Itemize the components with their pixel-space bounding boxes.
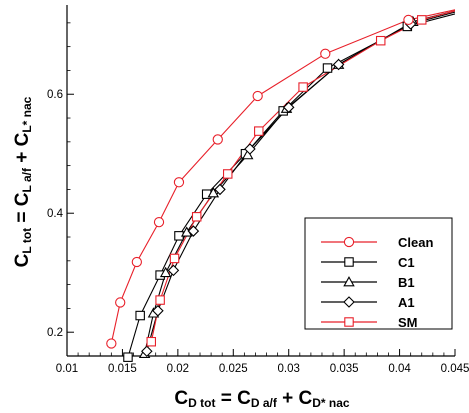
legend-label-clean: Clean bbox=[398, 235, 433, 250]
data-point-sm bbox=[375, 35, 386, 46]
data-point-sm bbox=[298, 82, 308, 92]
legend: Clean C1 B1 A1 SM bbox=[304, 217, 453, 330]
data-point-a1 bbox=[141, 345, 153, 358]
legend-label-sm: SM bbox=[398, 315, 418, 330]
legend-marker-b1 bbox=[343, 276, 355, 287]
legend-marker-sm bbox=[344, 317, 354, 327]
data-point-clean bbox=[320, 48, 331, 59]
data-point-a1 bbox=[332, 58, 345, 71]
legend-box bbox=[304, 217, 453, 330]
data-point-c1 bbox=[135, 310, 145, 321]
y-tick-label: 0.2 bbox=[47, 327, 63, 339]
x-tick-label: 0.035 bbox=[330, 363, 359, 375]
data-point-clean bbox=[131, 256, 142, 268]
y-tick-label: 0.6 bbox=[47, 89, 63, 101]
data-point-clean bbox=[106, 338, 117, 349]
data-point-a1 bbox=[152, 305, 164, 317]
data-point-sm bbox=[146, 336, 157, 347]
data-point-c1 bbox=[322, 63, 333, 73]
data-point-clean bbox=[115, 297, 126, 308]
data-point-a1 bbox=[282, 101, 295, 114]
x-tick-label: 0.045 bbox=[441, 363, 469, 375]
data-point-b1 bbox=[207, 187, 220, 198]
y-tick-label: 0.4 bbox=[47, 208, 64, 220]
legend-marker-clean bbox=[343, 236, 355, 248]
data-point-clean bbox=[252, 90, 263, 102]
x-tick-label: 0.03 bbox=[278, 363, 300, 375]
tick-marks bbox=[66, 22, 456, 357]
data-point-a1 bbox=[214, 183, 226, 196]
data-point-clean bbox=[153, 216, 165, 228]
series-line-clean bbox=[110, 9, 455, 344]
legend-label-b1: B1 bbox=[398, 275, 415, 290]
data-point-sm bbox=[416, 15, 427, 25]
data-point-clean bbox=[212, 134, 223, 145]
data-point-c1 bbox=[123, 352, 133, 362]
x-tick-label: 0.02 bbox=[167, 363, 189, 375]
tick-labels: 0.01 0.015 0.02 0.025 0.03 0.035 0.04 0.045 0.2 0… bbox=[47, 89, 469, 375]
data-point-sm bbox=[222, 169, 233, 179]
data-point-sm bbox=[191, 212, 202, 222]
data-point-sm bbox=[254, 126, 264, 136]
data-point-sm bbox=[169, 253, 180, 264]
x-tick-label: 0.04 bbox=[388, 363, 411, 375]
data-point-sm bbox=[155, 295, 165, 305]
legend-label-c1: C1 bbox=[398, 255, 415, 270]
data-point-a1 bbox=[244, 143, 256, 155]
x-axis-title: CD tot = CD a/f + CD* nac bbox=[174, 388, 350, 410]
legend-marker-c1 bbox=[344, 257, 354, 267]
x-tick-label: 0.025 bbox=[219, 363, 248, 375]
data-point-clean bbox=[403, 14, 414, 26]
series-markers bbox=[106, 14, 427, 362]
y-axis-title: CL tot = CL a/f + CL* nac bbox=[12, 96, 34, 267]
legend-label-a1: A1 bbox=[398, 295, 415, 310]
x-tick-label: 0.01 bbox=[56, 363, 78, 375]
legend-marker-a1 bbox=[343, 296, 355, 308]
x-tick-label: 0.015 bbox=[108, 363, 137, 375]
data-point-b1 bbox=[159, 266, 172, 278]
data-point-a1 bbox=[187, 225, 200, 237]
data-point-clean bbox=[173, 177, 185, 188]
data-point-a1 bbox=[167, 264, 180, 277]
